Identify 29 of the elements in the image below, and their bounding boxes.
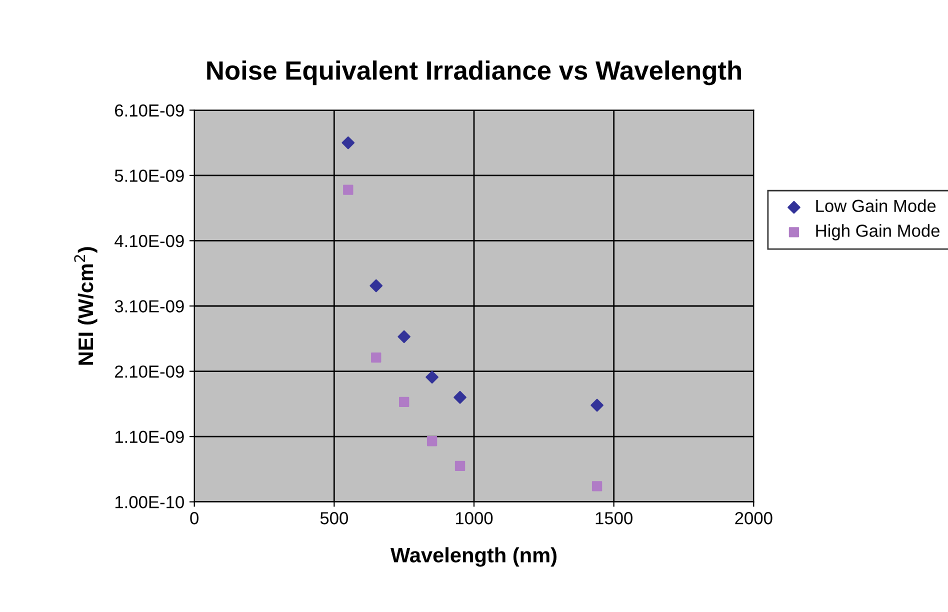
y-tick-label: 3.10E-09: [114, 300, 184, 312]
point: [590, 398, 604, 412]
chart-title: Noise Equivalent Irradiance vs Wavelength: [207, 60, 741, 86]
point: [426, 436, 438, 446]
legend-label: Low Gain Mode: [816, 199, 936, 212]
legend-label: High Gain Mode: [816, 224, 940, 240]
point: [398, 330, 411, 344]
point: [454, 390, 466, 404]
point: [426, 370, 438, 384]
x-tick-label: 500: [320, 512, 348, 524]
point: [342, 136, 355, 150]
x-tick-label: 2000: [735, 512, 772, 524]
y-axis-title: NEI (W/cm$^{2}$): [74, 247, 98, 365]
x-tick-label: 0: [190, 512, 198, 524]
y-tick-label: 4.10E-09: [114, 234, 184, 248]
y-tick-label: 6.10E-09: [115, 104, 184, 117]
point: [592, 481, 602, 492]
x-axis-title: Wavelength (nm): [390, 547, 556, 567]
y-tick-label: 2.10E-09: [115, 365, 184, 378]
point: [343, 184, 354, 195]
point: [370, 279, 383, 292]
point: [371, 352, 382, 363]
y-tick-label: 5.10E-09: [114, 170, 184, 182]
y-tick-label: 1.00E-10: [115, 496, 184, 508]
x-tick-label: 1500: [596, 512, 632, 524]
point: [399, 396, 410, 408]
y-tick-label: 1.10E-09: [115, 430, 184, 444]
point: [454, 460, 466, 472]
x-tick-label: 1000: [456, 512, 493, 524]
